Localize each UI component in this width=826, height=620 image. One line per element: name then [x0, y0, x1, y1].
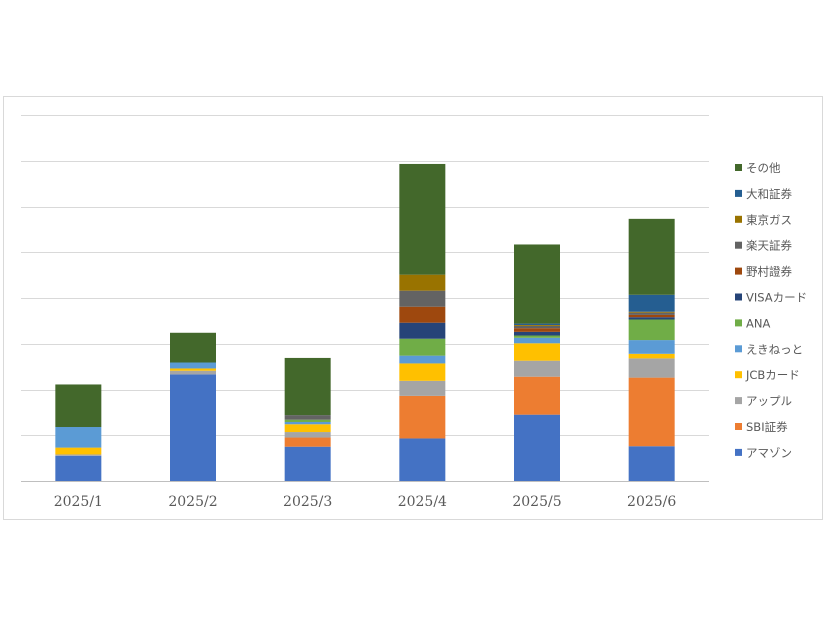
legend-label: VISAカード — [746, 291, 807, 305]
bar-segment — [514, 244, 560, 324]
bar-segment — [514, 414, 560, 481]
bar-segment — [284, 419, 331, 422]
bar-segment — [284, 437, 331, 447]
bar-segment — [628, 218, 675, 295]
bar-segment — [399, 363, 446, 381]
bar-segment — [284, 415, 331, 420]
bar-segment — [399, 338, 446, 356]
x-tick-label: 2025/4 — [398, 494, 447, 510]
legend-label: SBI証券 — [746, 420, 788, 434]
bar-segment — [514, 360, 560, 377]
bar-segment — [514, 324, 560, 326]
legend-swatch — [735, 267, 742, 275]
bar-segment — [170, 374, 216, 481]
bar-segment — [628, 319, 675, 341]
x-tick-label: 2025/5 — [512, 494, 561, 510]
bar-segment — [55, 454, 102, 456]
gridlines — [21, 115, 709, 482]
bar-segment — [628, 311, 675, 313]
bar-segment — [514, 325, 560, 329]
bar-segment — [399, 306, 446, 323]
bar-segment — [399, 290, 446, 307]
legend-label: その他 — [746, 161, 781, 175]
bar-segment — [284, 424, 331, 433]
legend-swatch — [735, 189, 742, 197]
bar-segment — [628, 317, 675, 320]
legend-label: ANA — [746, 316, 770, 330]
legend-label: アップル — [746, 394, 792, 408]
legend-swatch — [735, 397, 742, 405]
bar-segment — [628, 358, 675, 378]
legend-swatch — [735, 241, 742, 249]
bar-segment — [55, 447, 102, 455]
x-tick-label: 2025/1 — [54, 494, 103, 510]
legend-label: えきねっと — [746, 342, 803, 356]
bar-segment — [628, 446, 675, 481]
bar-segment — [170, 332, 216, 363]
bar-segment — [170, 370, 216, 375]
bar-segment — [284, 446, 331, 481]
bar-segment — [514, 343, 560, 361]
bar-segment — [628, 340, 675, 354]
bar-segment — [55, 384, 102, 428]
bar-segment — [284, 432, 331, 438]
bar-segment — [170, 368, 216, 371]
bar-segment — [399, 395, 446, 439]
bar-segment — [514, 331, 560, 336]
bar-segment — [514, 376, 560, 415]
legend-swatch — [735, 164, 742, 171]
legend-label: 大和証券 — [746, 187, 792, 201]
bar-segment — [514, 328, 560, 332]
bar-segments — [55, 163, 675, 481]
bar-segment — [628, 377, 675, 447]
bar-segment — [399, 380, 446, 396]
bar-segment — [55, 455, 102, 481]
legend-label: アマゾン — [746, 446, 792, 460]
stacked-bar-chart: 2025/1 2025/2 2025/3 2025/4 2025/5 2025/6 その他… — [21, 115, 807, 510]
legend-swatch — [735, 215, 742, 223]
legend-swatch — [735, 448, 742, 456]
x-tick-label: 2025/3 — [283, 494, 332, 510]
bar-segment — [628, 314, 675, 318]
bar-segment — [399, 322, 446, 339]
bar-segment — [399, 274, 446, 291]
bar-segment — [284, 357, 331, 416]
legend-label: JCBカード — [745, 368, 800, 382]
bar-segment — [399, 355, 446, 364]
bar-segment — [514, 337, 560, 344]
bar-segment — [628, 353, 675, 359]
legend-swatch — [735, 293, 742, 301]
legend-swatch — [735, 319, 742, 327]
x-tick-label: 2025/6 — [627, 494, 676, 510]
bar-segment — [399, 163, 446, 275]
legend-swatch — [735, 371, 742, 379]
bar-segment — [628, 294, 675, 312]
legend-swatch — [735, 423, 742, 430]
legend-label: 楽天証券 — [746, 239, 792, 253]
x-tick-labels: 2025/1 2025/2 2025/3 2025/4 2025/5 2025/6 — [54, 494, 677, 510]
legend-label: 野村證券 — [746, 265, 792, 279]
chart-frame: 2025/1 2025/2 2025/3 2025/4 2025/5 2025/6 その他… — [3, 96, 823, 520]
bar-segment — [399, 438, 446, 481]
x-tick-label: 2025/2 — [168, 494, 217, 510]
bar-segment — [514, 335, 560, 338]
legend-label: 東京ガス — [746, 213, 792, 227]
bar-segment — [514, 323, 560, 325]
bar-segment — [170, 362, 216, 369]
bar-segment — [284, 421, 331, 425]
bar-segment — [55, 427, 102, 448]
legend-swatch — [735, 345, 742, 353]
bar-segment — [628, 312, 675, 315]
